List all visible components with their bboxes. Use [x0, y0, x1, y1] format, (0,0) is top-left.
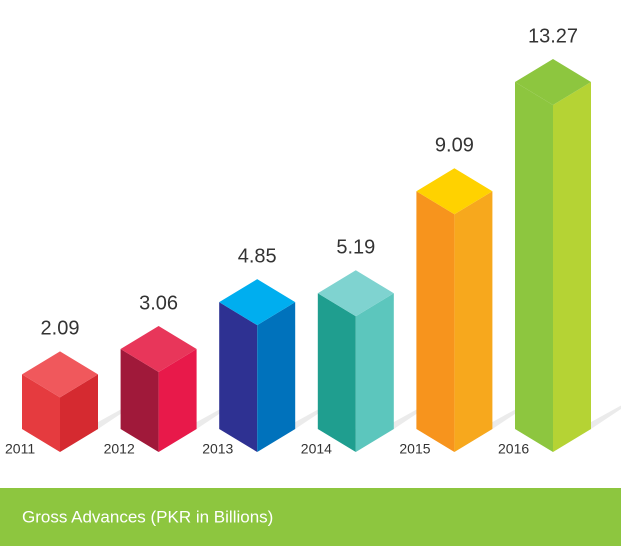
bar-right-face	[60, 374, 98, 452]
x-tick-label: 2016	[498, 441, 529, 457]
bar-left-face	[317, 293, 356, 452]
bar-left-face	[120, 348, 159, 452]
bar-left-face	[515, 82, 553, 452]
bar-top-face	[120, 325, 197, 372]
x-tick-label: 2012	[104, 441, 135, 457]
bar	[120, 325, 257, 452]
bar-right-face	[454, 191, 493, 452]
caption-band	[0, 488, 621, 546]
bar	[22, 351, 158, 452]
bar-right-face	[158, 348, 197, 452]
bar-right-face	[257, 302, 296, 452]
x-tick-label: 2014	[301, 441, 332, 457]
bar	[515, 59, 621, 452]
bar-top-face	[515, 59, 591, 105]
value-label: 4.85	[238, 245, 277, 267]
value-label: 2.09	[41, 318, 80, 340]
x-tick-label: 2011	[5, 441, 35, 457]
bar-left-face	[22, 374, 60, 452]
bar-top-face	[416, 168, 493, 215]
bar-top-face	[22, 351, 98, 398]
bar-right-face	[355, 293, 394, 452]
value-label: 9.09	[435, 135, 474, 157]
bar-left-face	[416, 191, 455, 452]
value-label: 13.27	[528, 25, 578, 47]
value-label: 5.19	[336, 237, 375, 259]
x-tick-label: 2015	[399, 441, 430, 457]
value-label: 3.06	[139, 292, 178, 314]
bar-right-face	[553, 82, 591, 452]
bar-top-face	[317, 270, 394, 317]
x-tick-label: 2013	[202, 441, 233, 457]
bar-left-face	[219, 302, 258, 452]
bar-top-face	[219, 279, 296, 326]
caption: Gross Advances (PKR in Billions)	[22, 507, 273, 526]
bar	[317, 270, 454, 452]
